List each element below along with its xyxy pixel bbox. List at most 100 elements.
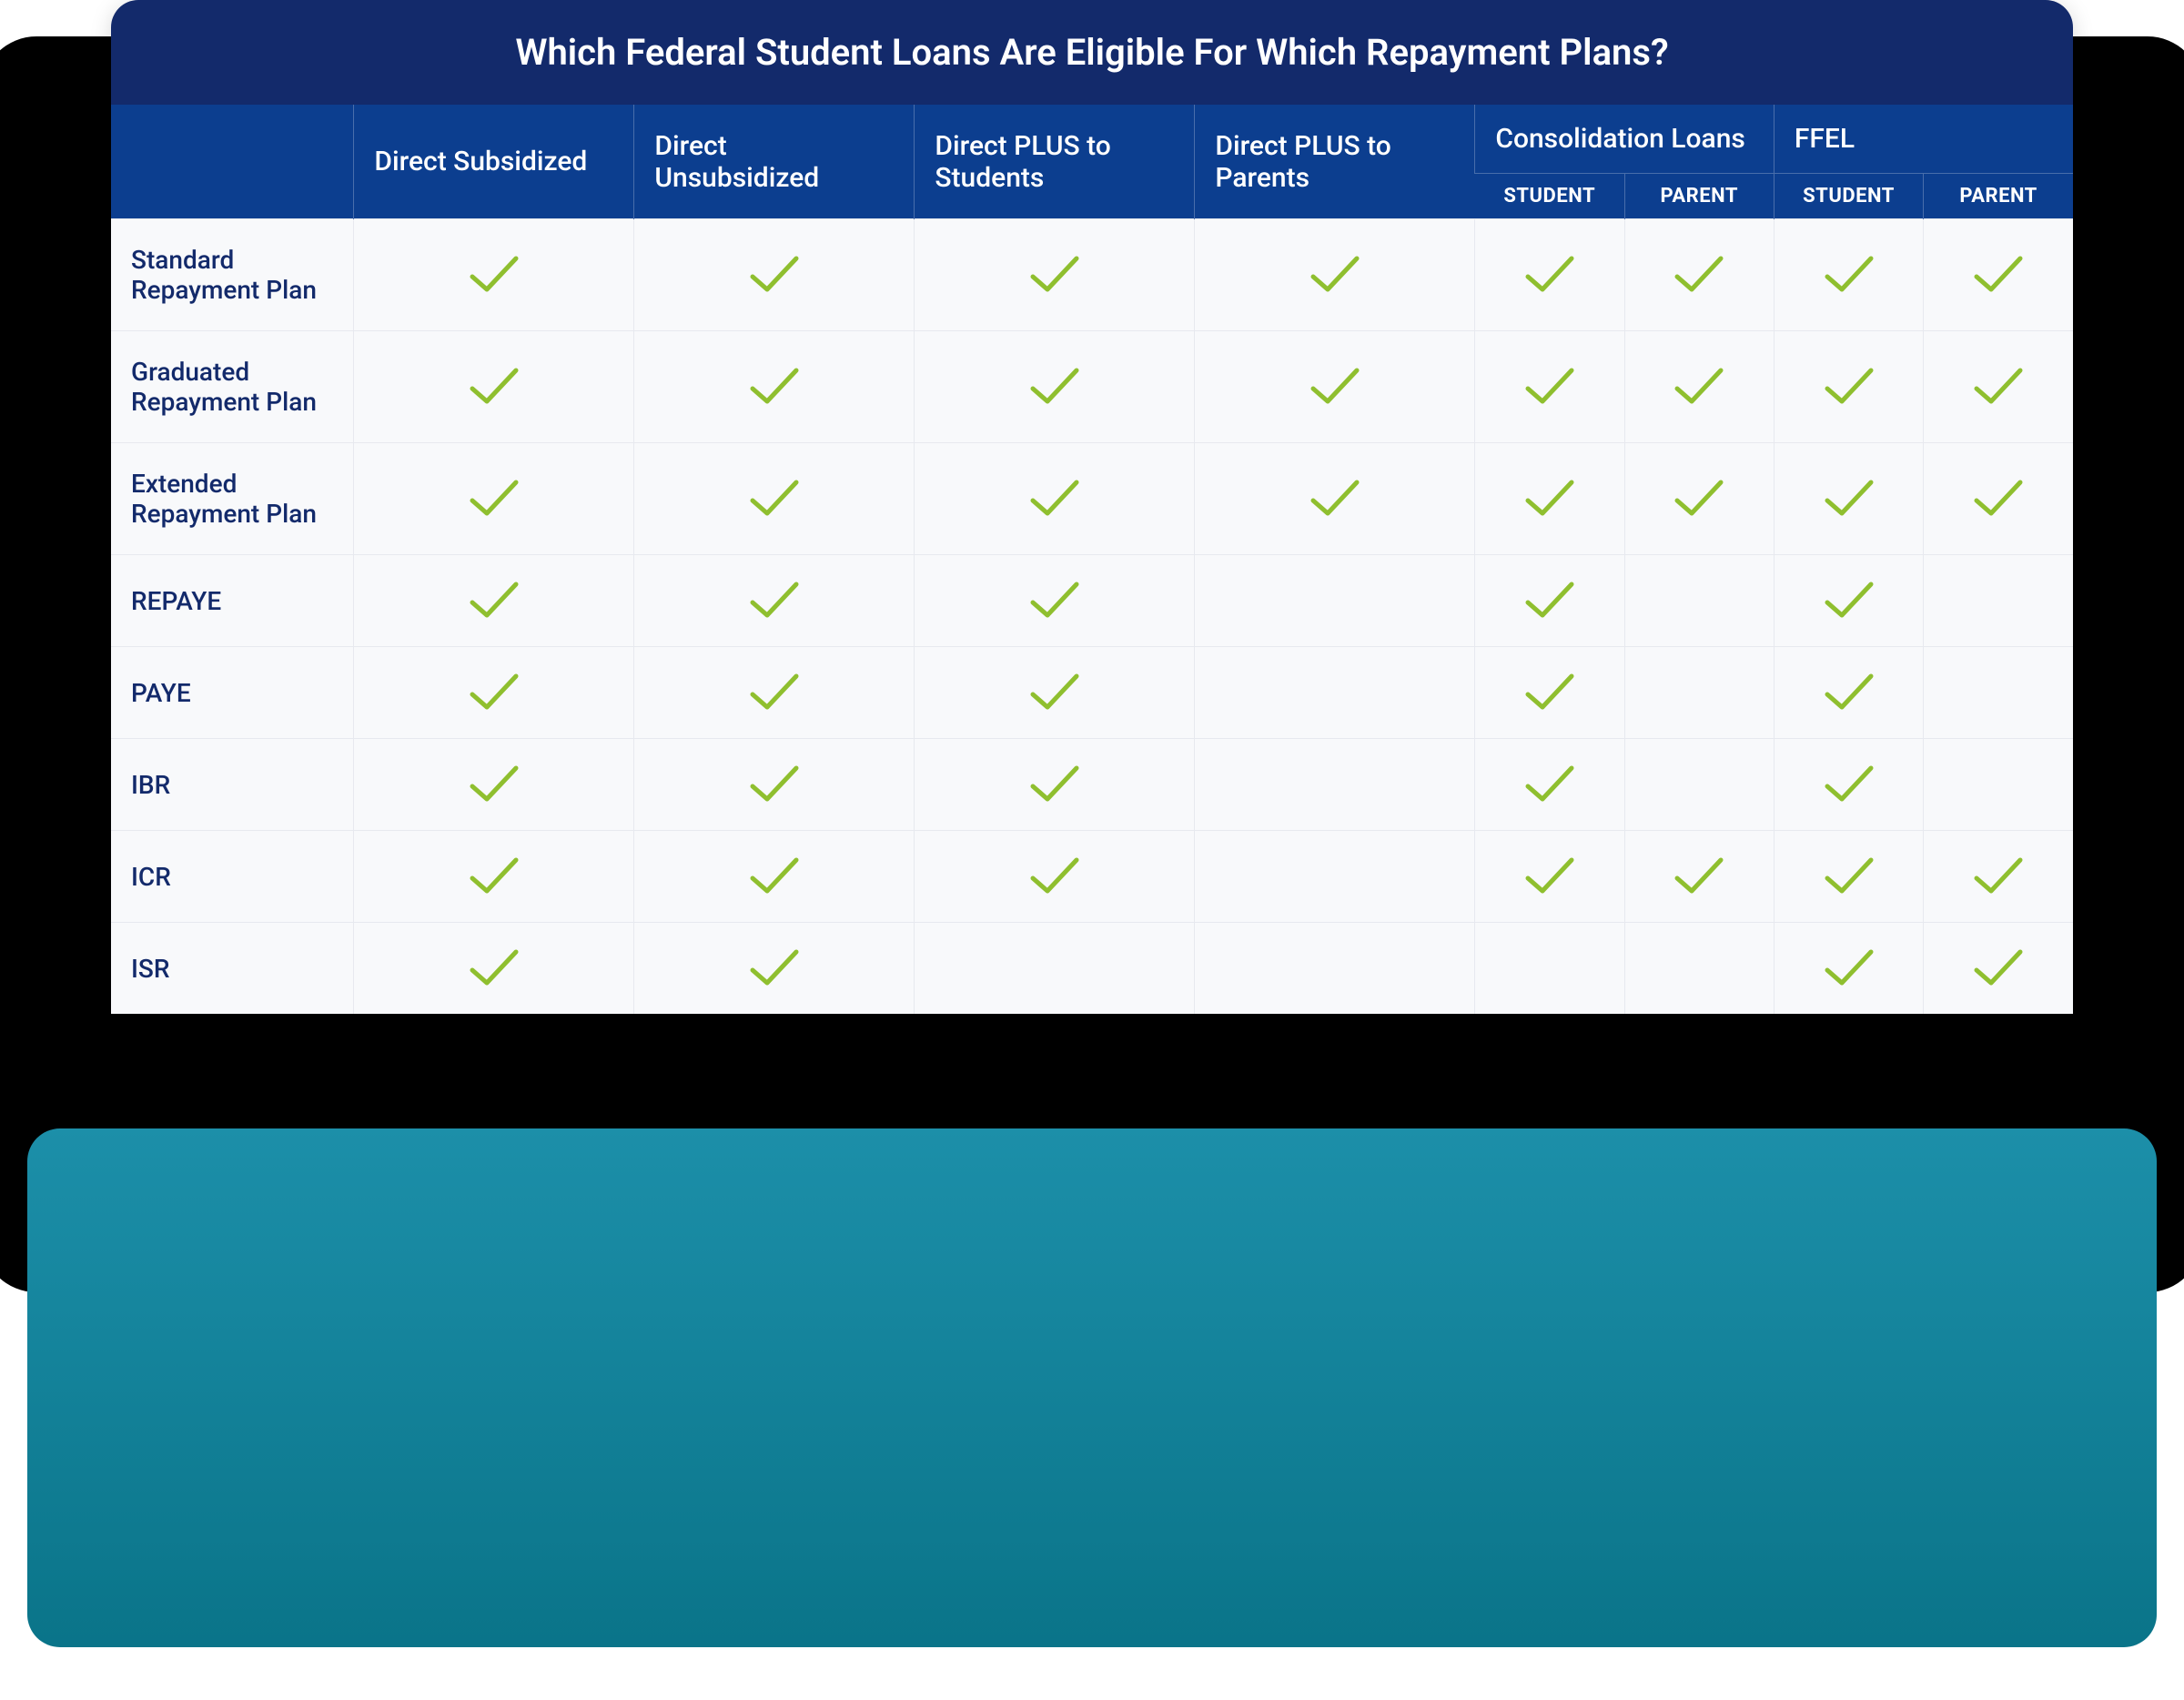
column-header: Direct Unsubsidized bbox=[634, 105, 915, 219]
table-row: Extended Repayment Plan bbox=[111, 443, 2073, 555]
check-icon bbox=[374, 479, 613, 519]
eligibility-cell bbox=[915, 647, 1195, 739]
eligibility-cell bbox=[354, 331, 634, 443]
row-label: IBR bbox=[111, 739, 354, 831]
table-row: REPAYE bbox=[111, 555, 2073, 647]
check-icon bbox=[374, 856, 613, 896]
check-icon bbox=[1495, 581, 1603, 621]
check-icon bbox=[654, 479, 894, 519]
check-icon bbox=[1495, 479, 1603, 519]
table-row: Graduated Repayment Plan bbox=[111, 331, 2073, 443]
eligibility-cell bbox=[1774, 555, 1923, 647]
eligibility-cell bbox=[1774, 219, 1923, 331]
check-icon bbox=[1495, 764, 1603, 804]
check-icon bbox=[1645, 255, 1754, 295]
check-icon bbox=[1645, 479, 1754, 519]
check-icon bbox=[935, 479, 1174, 519]
check-icon bbox=[654, 856, 894, 896]
eligibility-cell bbox=[1475, 831, 1624, 923]
eligibility-cell bbox=[1195, 555, 1475, 647]
eligibility-cell bbox=[354, 219, 634, 331]
eligibility-cell bbox=[1774, 831, 1923, 923]
check-icon bbox=[1795, 948, 1903, 988]
check-icon bbox=[374, 581, 613, 621]
eligibility-cell bbox=[1195, 923, 1475, 1015]
check-icon bbox=[935, 673, 1174, 713]
row-label: Graduated Repayment Plan bbox=[111, 331, 354, 443]
eligibility-cell bbox=[354, 443, 634, 555]
eligibility-cell bbox=[1924, 831, 2073, 923]
table-row: PAYE bbox=[111, 647, 2073, 739]
eligibility-cell bbox=[1774, 739, 1923, 831]
check-icon bbox=[1215, 479, 1454, 519]
check-icon bbox=[1795, 856, 1903, 896]
eligibility-cell bbox=[915, 331, 1195, 443]
check-icon bbox=[654, 581, 894, 621]
eligibility-cell bbox=[634, 555, 915, 647]
background-layer-teal bbox=[27, 1128, 2157, 1647]
check-icon bbox=[374, 255, 613, 295]
eligibility-cell bbox=[915, 555, 1195, 647]
check-icon bbox=[1795, 479, 1903, 519]
table-row: Standard Repayment Plan bbox=[111, 219, 2073, 331]
eligibility-cell bbox=[1624, 555, 1774, 647]
check-icon bbox=[935, 255, 1174, 295]
eligibility-cell bbox=[1475, 219, 1624, 331]
column-subheader: STUDENT bbox=[1774, 174, 1923, 219]
eligibility-cell bbox=[1624, 739, 1774, 831]
column-header: Consolidation Loans bbox=[1475, 105, 1774, 174]
eligibility-cell bbox=[634, 219, 915, 331]
row-label: REPAYE bbox=[111, 555, 354, 647]
check-icon bbox=[1645, 367, 1754, 407]
eligibility-cell bbox=[1624, 219, 1774, 331]
row-label: Extended Repayment Plan bbox=[111, 443, 354, 555]
eligibility-cell bbox=[1924, 647, 2073, 739]
eligibility-table: Direct SubsidizedDirect UnsubsidizedDire… bbox=[111, 105, 2073, 1014]
eligibility-cell bbox=[354, 555, 634, 647]
eligibility-cell bbox=[1624, 443, 1774, 555]
table-row: IBR bbox=[111, 739, 2073, 831]
eligibility-cell bbox=[634, 831, 915, 923]
eligibility-cell bbox=[354, 647, 634, 739]
eligibility-cell bbox=[1624, 331, 1774, 443]
check-icon bbox=[1944, 255, 2053, 295]
eligibility-cell bbox=[1195, 443, 1475, 555]
check-icon bbox=[1215, 255, 1454, 295]
check-icon bbox=[1495, 673, 1603, 713]
check-icon bbox=[935, 367, 1174, 407]
eligibility-cell bbox=[354, 923, 634, 1015]
eligibility-cell bbox=[1195, 331, 1475, 443]
check-icon bbox=[1795, 673, 1903, 713]
check-icon bbox=[654, 673, 894, 713]
eligibility-cell bbox=[1195, 739, 1475, 831]
eligibility-cell bbox=[1774, 331, 1923, 443]
check-icon bbox=[1944, 948, 2053, 988]
check-icon bbox=[1795, 764, 1903, 804]
eligibility-card: Which Federal Student Loans Are Eligible… bbox=[111, 0, 2073, 1014]
eligibility-cell bbox=[915, 443, 1195, 555]
eligibility-cell bbox=[634, 331, 915, 443]
card-title: Which Federal Student Loans Are Eligible… bbox=[111, 0, 2073, 105]
column-header: Direct Subsidized bbox=[354, 105, 634, 219]
column-header: Direct PLUS to Students bbox=[915, 105, 1195, 219]
check-icon bbox=[1495, 367, 1603, 407]
eligibility-cell bbox=[1924, 739, 2073, 831]
column-subheader: PARENT bbox=[1924, 174, 2073, 219]
column-subheader: STUDENT bbox=[1475, 174, 1624, 219]
eligibility-cell bbox=[915, 831, 1195, 923]
eligibility-cell bbox=[1475, 331, 1624, 443]
eligibility-cell bbox=[1774, 923, 1923, 1015]
eligibility-cell bbox=[354, 831, 634, 923]
check-icon bbox=[1944, 856, 2053, 896]
eligibility-cell bbox=[1624, 923, 1774, 1015]
eligibility-cell bbox=[354, 739, 634, 831]
eligibility-cell bbox=[1475, 443, 1624, 555]
column-subheader: PARENT bbox=[1624, 174, 1774, 219]
check-icon bbox=[935, 764, 1174, 804]
column-header: Direct PLUS to Parents bbox=[1195, 105, 1475, 219]
check-icon bbox=[1944, 479, 2053, 519]
eligibility-cell bbox=[1924, 443, 2073, 555]
eligibility-cell bbox=[915, 219, 1195, 331]
check-icon bbox=[1495, 856, 1603, 896]
eligibility-cell bbox=[1924, 923, 2073, 1015]
